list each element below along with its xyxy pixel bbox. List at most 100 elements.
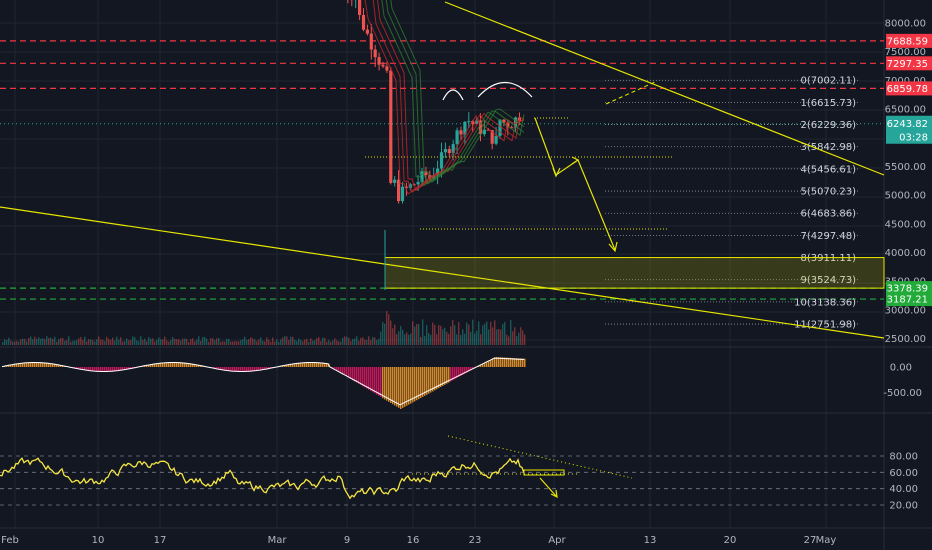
- volume-bar: [318, 336, 320, 345]
- time-label: 20: [724, 535, 737, 546]
- candle-body[interactable]: [451, 144, 455, 154]
- volume-bar: [302, 341, 304, 345]
- volume-bar: [76, 340, 78, 345]
- candle-body[interactable]: [393, 179, 397, 183]
- candle-body[interactable]: [420, 171, 424, 183]
- candle-body[interactable]: [471, 121, 475, 124]
- candle-body[interactable]: [416, 182, 420, 185]
- macd-bar: [154, 363, 156, 367]
- volume-bar: [68, 336, 70, 345]
- rsi-tick-label: 20.00: [889, 501, 918, 512]
- macd-bar: [114, 367, 116, 372]
- macd-bar: [124, 367, 126, 371]
- macd-bar: [358, 367, 360, 384]
- macd-bar: [182, 362, 184, 367]
- candle-body[interactable]: [498, 119, 502, 136]
- candle-body[interactable]: [502, 119, 506, 123]
- candle-body[interactable]: [506, 122, 510, 128]
- volume-bar: [508, 336, 510, 345]
- candle-body[interactable]: [478, 120, 483, 135]
- volume-bar: [296, 340, 298, 345]
- macd-bar: [374, 367, 376, 394]
- macd-bar: [262, 367, 264, 371]
- candle-body[interactable]: [459, 130, 463, 135]
- macd-bar: [118, 367, 120, 371]
- volume-bar: [116, 336, 118, 345]
- rsi-panel[interactable]: [0, 435, 884, 506]
- macd-bar: [466, 367, 468, 373]
- volume-bar: [412, 321, 414, 345]
- candle-body[interactable]: [361, 15, 366, 30]
- time-axis[interactable]: Feb 10 17 Mar 9 16 23 Apr 13 20 27 May: [1, 535, 836, 546]
- volume-bar: [160, 339, 162, 345]
- candle-body[interactable]: [424, 171, 428, 176]
- volume-bar: [470, 332, 472, 345]
- volume-bar: [112, 337, 114, 345]
- volume-bar: [20, 339, 22, 345]
- macd-bar: [50, 363, 52, 367]
- macd-bar: [302, 362, 304, 367]
- volume-bar: [28, 338, 30, 345]
- macd-bar: [432, 367, 434, 392]
- candle-body[interactable]: [486, 129, 490, 131]
- volume-bar: [184, 338, 186, 345]
- macd-bar: [344, 367, 346, 376]
- candle-body[interactable]: [447, 149, 451, 154]
- candle-body[interactable]: [482, 129, 486, 135]
- volume-bar: [122, 341, 124, 345]
- macd-bar: [248, 367, 250, 372]
- candle-body[interactable]: [385, 66, 389, 71]
- candle-body[interactable]: [377, 57, 381, 65]
- candle-body[interactable]: [455, 130, 459, 145]
- candle-body[interactable]: [404, 186, 408, 188]
- volume-bar: [286, 336, 288, 345]
- price-panel[interactable]: 0(7002.11) 1(6615.73) 2(6229.36) 3(5842.98)…: [0, 0, 885, 345]
- candle-body[interactable]: [365, 29, 369, 34]
- macd-bar: [296, 363, 298, 367]
- candle-body[interactable]: [475, 120, 479, 124]
- candle-body[interactable]: [494, 135, 498, 144]
- candle-body[interactable]: [389, 70, 393, 183]
- candle-body[interactable]: [397, 179, 401, 202]
- volume-bar: [264, 341, 266, 345]
- volume-bar: [398, 331, 400, 345]
- macd-bar: [504, 357, 506, 367]
- volume-bar: [242, 339, 244, 345]
- volume-bar: [74, 340, 76, 345]
- macd-bar: [126, 367, 128, 370]
- candle-body[interactable]: [443, 149, 447, 153]
- volume-bar: [202, 336, 204, 345]
- macd-bar: [514, 358, 516, 367]
- candle-body[interactable]: [439, 152, 444, 169]
- candle-body[interactable]: [463, 121, 467, 135]
- macd-bar: [350, 367, 352, 379]
- candle-body[interactable]: [400, 186, 405, 202]
- volume-bar: [454, 325, 456, 345]
- macd-bar: [246, 367, 248, 372]
- ma-line: [364, 0, 525, 195]
- candle-body[interactable]: [467, 121, 471, 123]
- candle-body[interactable]: [510, 127, 514, 129]
- volume-bar: [358, 340, 360, 345]
- candle-body[interactable]: [490, 130, 494, 144]
- macd-bar: [368, 367, 370, 390]
- volume-bar: [188, 341, 190, 345]
- volume-bar: [506, 334, 508, 345]
- candle-body[interactable]: [369, 33, 373, 50]
- macd-bar: [242, 367, 244, 372]
- candle-body[interactable]: [436, 168, 440, 176]
- macd-bar: [288, 364, 290, 367]
- volume-bar: [332, 340, 334, 345]
- candle-body[interactable]: [358, 0, 362, 16]
- candle-body[interactable]: [381, 64, 385, 67]
- price-axis[interactable]: 8000.00 7500.00 7000.00 6500.00 5500.00 5000.…: [883, 19, 932, 512]
- support-price-tag-label: 3187.21: [887, 295, 928, 306]
- macd-bar: [102, 367, 104, 372]
- volume-bar: [252, 338, 254, 345]
- candle-body[interactable]: [373, 49, 377, 58]
- volume-bar: [498, 328, 500, 345]
- volume-bar: [376, 339, 378, 345]
- macd-panel[interactable]: [1, 357, 526, 409]
- volume-bar: [516, 336, 518, 345]
